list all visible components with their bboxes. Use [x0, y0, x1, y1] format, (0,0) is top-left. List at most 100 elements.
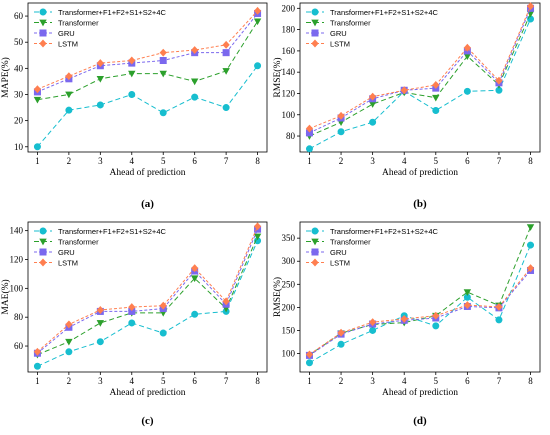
data-point-a-3 [253, 6, 262, 15]
data-point-d-3 [432, 311, 440, 320]
data-point-a-3 [191, 46, 199, 55]
data-point-a-1 [65, 91, 73, 99]
legend-label-a: GRU [58, 29, 75, 38]
data-point-c-3 [253, 222, 262, 231]
data-point-a-0 [128, 90, 136, 98]
legend-marker-a [39, 29, 47, 37]
data-point-b-1 [432, 94, 440, 102]
y-tick-label-c: 140 [10, 226, 24, 236]
data-point-a-2 [222, 49, 230, 57]
y-axis-label-d: RMSE(%) [272, 277, 283, 317]
data-point-c-3 [159, 301, 167, 310]
series-line-c-0 [37, 240, 259, 367]
y-axis-label-b: RMSE(%) [272, 57, 283, 97]
data-point-d-3 [400, 314, 408, 323]
data-point-a-1 [159, 70, 167, 78]
legend-marker-c [39, 258, 47, 267]
series-c-0 [33, 237, 262, 370]
data-point-c-1 [96, 320, 105, 327]
series-b-3 [305, 2, 535, 133]
data-point-c-3 [33, 347, 42, 356]
legend-marker-c [39, 227, 47, 235]
data-point-d-0 [432, 322, 440, 330]
data-point-d-1 [463, 289, 472, 296]
y-tick-label-b: 140 [282, 67, 296, 77]
data-point-a-1 [222, 68, 230, 75]
x-tick-label-a: 4 [130, 156, 135, 166]
data-point-a-0 [254, 62, 262, 70]
series-line-d-0 [309, 244, 531, 364]
data-point-d-0 [337, 340, 345, 348]
data-point-c-1 [65, 338, 73, 346]
data-point-a-3 [65, 72, 73, 81]
y-tick-label-d: 150 [282, 325, 296, 335]
data-point-a-0 [33, 143, 41, 151]
panel-label-d: (d) [413, 415, 427, 427]
x-tick-label-d: 2 [339, 376, 344, 386]
data-point-b-3 [400, 86, 408, 95]
data-point-a-3 [33, 85, 42, 94]
data-point-d-3 [369, 318, 377, 327]
data-point-b-3 [369, 92, 377, 101]
data-point-a-1 [253, 18, 262, 26]
data-point-b-0 [463, 87, 471, 95]
legend-label-d: Transformer [330, 237, 371, 246]
data-point-c-0 [191, 310, 199, 318]
legend-label-d: GRU [330, 248, 347, 257]
legend-label-b: LSTM [330, 39, 350, 48]
data-point-d-0 [527, 241, 535, 249]
data-point-a-1 [96, 75, 105, 83]
series-a-3 [33, 6, 262, 94]
x-tick-label-d: 8 [528, 376, 533, 386]
legend-label-c: Transformer [58, 237, 99, 246]
data-point-b-0 [337, 128, 345, 136]
data-point-c-3 [191, 264, 199, 273]
x-tick-label-a: 1 [35, 156, 40, 166]
y-tick-label-b: 80 [286, 131, 296, 141]
series-c-1 [33, 233, 262, 359]
legend-marker-d [311, 248, 319, 256]
series-line-c-2 [37, 229, 259, 354]
legend-marker-d [311, 258, 319, 267]
data-point-a-1 [33, 96, 42, 104]
y-tick-label-d: 200 [282, 302, 296, 312]
y-tick-label-a: 40 [14, 63, 24, 73]
panel-label-c: (c) [141, 415, 154, 427]
legend-marker-a [39, 39, 47, 48]
data-point-b-3 [432, 80, 440, 89]
x-tick-label-c: 3 [98, 376, 103, 386]
data-point-c-3 [222, 297, 230, 306]
series-a-1 [33, 18, 262, 104]
data-point-d-3 [526, 264, 535, 273]
series-line-c-3 [37, 226, 259, 353]
data-point-b-3 [337, 111, 345, 120]
data-point-a-3 [128, 56, 136, 65]
legend-marker-d [311, 227, 319, 235]
data-point-b-1 [526, 10, 535, 18]
y-tick-label-b: 120 [282, 88, 296, 98]
x-tick-label-c: 4 [130, 376, 135, 386]
series-d-3 [305, 264, 535, 359]
data-point-a-1 [190, 78, 199, 86]
data-point-b-1 [368, 101, 377, 108]
legend-label-a: LSTM [58, 39, 78, 48]
y-tick-label-d: 350 [282, 233, 296, 243]
legend-label-d: Transformer+F1+F2+S1+S2+4C [330, 227, 438, 236]
legend-label-a: Transformer [58, 18, 99, 27]
y-tick-label-d: 100 [282, 349, 296, 359]
plot-frame-b [299, 2, 541, 153]
y-axis-label-c: MAE(%) [0, 279, 11, 314]
data-point-c-0 [96, 338, 104, 346]
series-line-c-1 [37, 236, 259, 356]
data-point-b-3 [305, 124, 314, 133]
y-tick-label-b: 180 [282, 25, 296, 35]
y-tick-label-a: 20 [14, 116, 24, 126]
legend-label-d: LSTM [330, 258, 350, 267]
chart-panel-c: 1 2 3 4 5 6 7 8 60 80 100 120 140 Ahead of prediction… [0, 221, 268, 427]
legend-label-b: Transformer [330, 18, 371, 27]
x-tick-label-b: 1 [307, 156, 312, 166]
data-point-d-3 [337, 328, 345, 337]
